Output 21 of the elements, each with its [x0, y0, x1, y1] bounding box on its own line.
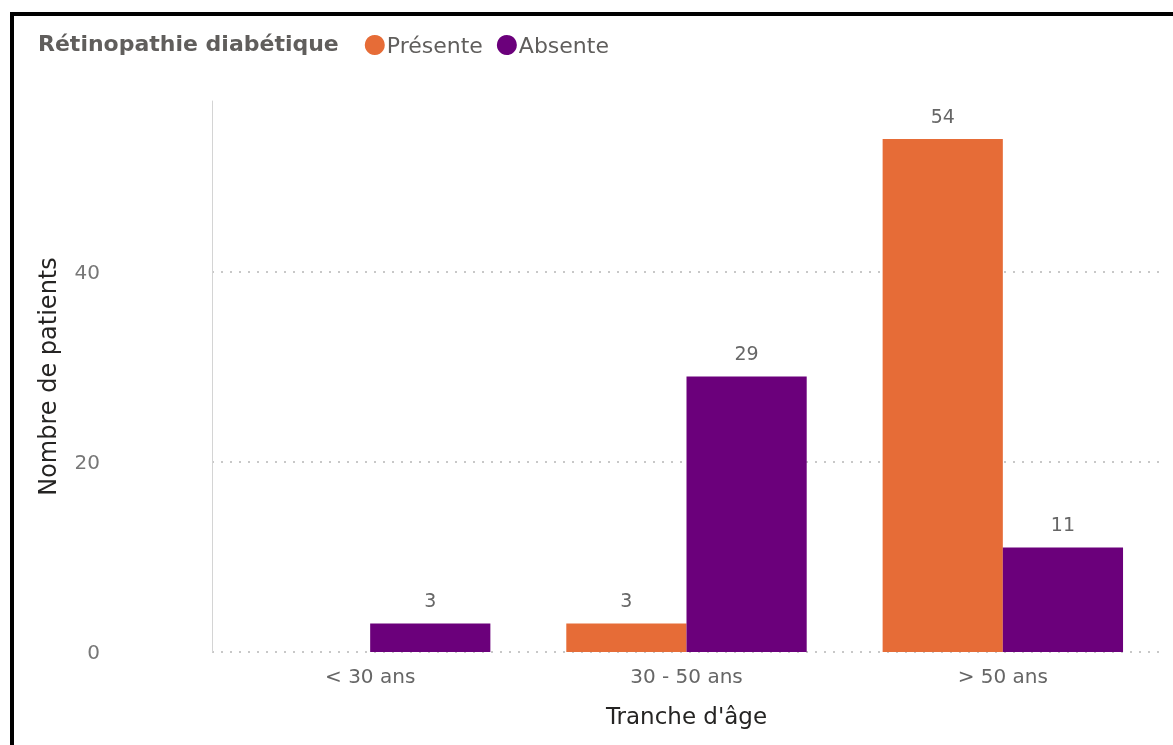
x-tick-label: > 50 ans	[957, 664, 1048, 688]
bar	[686, 376, 807, 652]
bar	[370, 623, 491, 652]
y-tick-label: 20	[74, 450, 100, 474]
data-label: 11	[1050, 513, 1076, 535]
bar	[882, 139, 1003, 652]
y-tick-label: 40	[74, 260, 100, 284]
y-axis-title: Nombre de patients	[34, 257, 62, 496]
bar	[566, 623, 687, 652]
data-label: 29	[734, 342, 759, 364]
y-tick-label: 0	[87, 640, 100, 664]
x-axis-title: Tranche d'âge	[604, 702, 768, 729]
data-label: 3	[424, 589, 437, 611]
data-label: 54	[930, 104, 955, 127]
x-tick-label: 30 - 50 ans	[630, 664, 743, 688]
legend-title: Rétinopathie diabétique	[38, 30, 339, 56]
legend-label: Absente	[518, 32, 609, 58]
x-tick-label: < 30 ans	[325, 664, 416, 688]
data-label: 3	[620, 589, 633, 611]
legend-label: Présente	[386, 32, 483, 58]
bar	[1002, 547, 1124, 652]
